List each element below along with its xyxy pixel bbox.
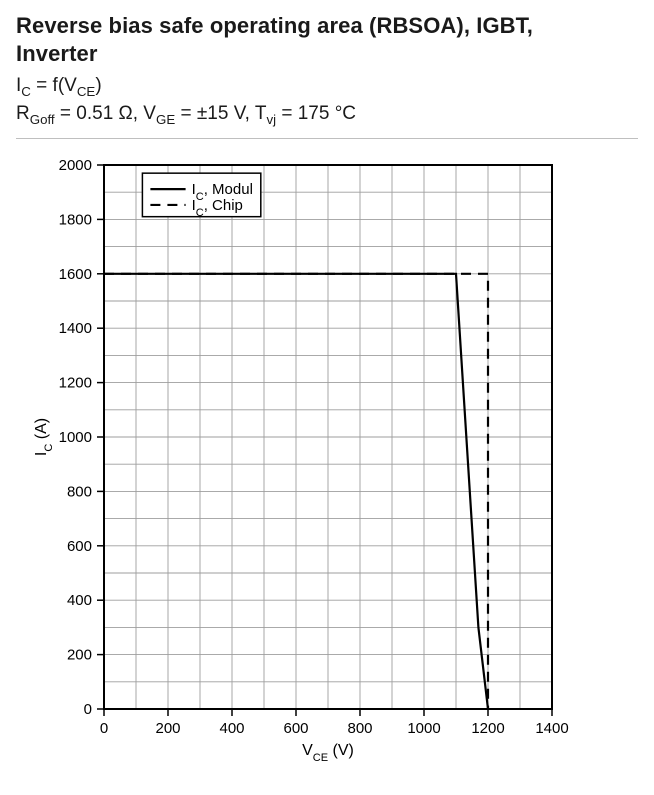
y-axis-label: IC (A) <box>33 418 55 456</box>
x-tick-label: 400 <box>219 720 244 737</box>
divider <box>16 138 638 139</box>
y-tick-label: 200 <box>67 646 92 663</box>
y-tick-label: 600 <box>67 538 92 555</box>
y-tick-label: 800 <box>67 483 92 500</box>
x-tick-label: 0 <box>100 720 108 737</box>
legend: IC, ModulIC, Chip <box>142 173 260 219</box>
x-tick-label: 1000 <box>407 720 440 737</box>
subtitle-line2: RGoff = 0.51 Ω, VGE = ±15 V, Tvj = 175 °… <box>16 101 638 129</box>
x-axis-label: VCE (V) <box>302 742 354 764</box>
y-tick-label: 2000 <box>59 157 92 174</box>
y-tick-label: 400 <box>67 592 92 609</box>
rbsoa-chart: 0 200 400 600 800 1000 1200 1400 0 200 400 600 800 10… <box>16 147 638 767</box>
title-line1: Reverse bias safe operating area (RBSOA)… <box>16 13 533 38</box>
y-tick-label: 1000 <box>59 429 92 446</box>
y-tick-label: 1200 <box>59 374 92 391</box>
subtitle-line1: IC = f(VCE) <box>16 73 638 101</box>
x-tick-label: 1400 <box>535 720 568 737</box>
page-root: Reverse bias safe operating area (RBSOA)… <box>0 0 654 795</box>
chart-title: Reverse bias safe operating area (RBSOA)… <box>16 12 638 67</box>
title-line2: Inverter <box>16 41 98 66</box>
y-tick-label: 1400 <box>59 320 92 337</box>
y-tick-label: 1600 <box>59 266 92 283</box>
x-tick-label: 800 <box>347 720 372 737</box>
y-tick-label: 0 <box>84 701 92 718</box>
x-tick-label: 1200 <box>471 720 504 737</box>
chart-svg: 0 200 400 600 800 1000 1200 1400 0 200 400 600 800 10… <box>16 147 576 767</box>
x-tick-label: 600 <box>283 720 308 737</box>
y-tick-label: 1800 <box>59 211 92 228</box>
x-tick-label: 200 <box>155 720 180 737</box>
